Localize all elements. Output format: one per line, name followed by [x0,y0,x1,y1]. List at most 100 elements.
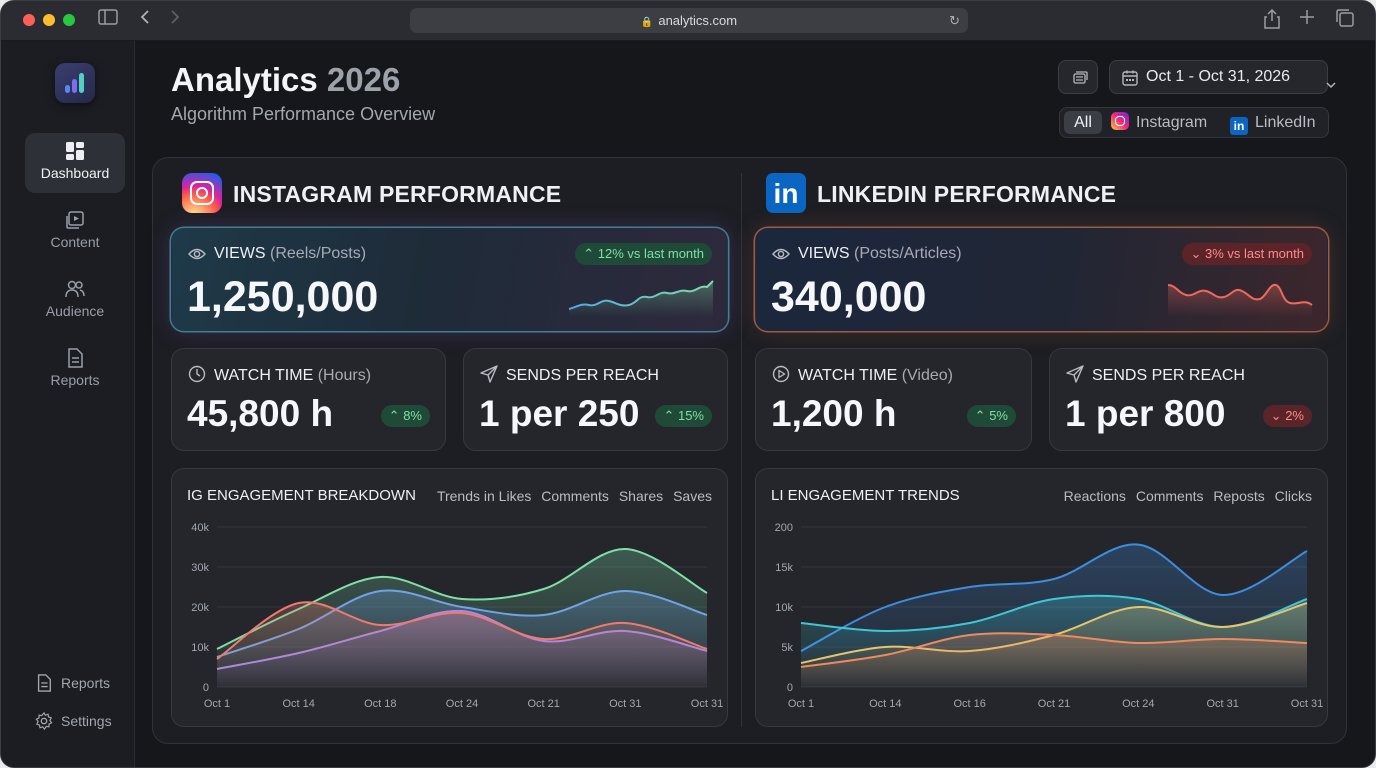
y-tick-label: 10k [191,642,209,654]
sidebar-item-dashboard[interactable]: Dashboard [25,133,125,193]
linkedin-engagement-chart: 0 5k 10k 15k 200 Oct 1 Oct 14 Oct 16 Oct 21 Oct 2… [775,522,1324,710]
minimize-window-button[interactable] [43,14,55,26]
y-tick-label: 200 [775,522,793,534]
badge-text: 3% vs last month [1205,246,1304,261]
sidebar-item-label: Dashboard [40,165,110,181]
instagram-logo-icon [182,173,222,213]
filter-instagram[interactable]: Instagram [1111,111,1207,134]
linkedin-watch-time-value: 1,200 h [771,393,897,434]
x-tick-label: Oct 31 [609,698,641,710]
instagram-sends-value: 1 per 250 [479,393,640,434]
linkedin-sends-card[interactable]: SENDS PER REACH 1 per 800 ⌄ 2% [1049,348,1328,451]
card-label: WATCH TIME (Video) [772,365,953,385]
legend-item[interactable]: Reposts [1213,488,1265,504]
instagram-sends-card[interactable]: SENDS PER REACH 1 per 250 ⌃ 15% [463,348,728,451]
card-label-sub: (Reels/Posts) [270,245,367,262]
layers-icon [1073,71,1088,84]
maximize-window-button[interactable] [63,14,75,26]
forward-icon[interactable] [169,9,181,32]
share-icon[interactable] [1264,8,1280,36]
filter-all[interactable]: All [1064,111,1102,134]
card-label-text: WATCH TIME [798,367,898,384]
y-tick-label: 40k [191,522,209,534]
arrow-up-icon: ⌃ [388,408,400,423]
url-text: analytics.com [658,13,738,28]
legend-item[interactable]: Comments [541,488,609,504]
sidebar: Dashboard Content Audience Re [1,41,135,767]
address-bar[interactable]: 🔒 analytics.com ↻ [410,8,968,33]
legend-item[interactable]: Trends in Likes [436,488,532,504]
card-label-sub: (Posts/Articles) [854,245,962,262]
legend-item[interactable]: Reactions [1063,488,1126,504]
filter-label: Instagram [1136,114,1208,131]
card-label-text: SENDS PER REACH [506,367,659,384]
card-label: SENDS PER REACH [1066,365,1245,385]
page-subtitle: Algorithm Performance Overview [171,104,436,124]
y-tick-label: 0 [203,682,209,694]
instagram-views-sparkline [568,280,714,317]
instagram-engagement-chart: 0 10k 20k 30k 40k Oct 1 Oct 14 Oct 18 Oct 24 Oct … [191,522,723,710]
filter-linkedin[interactable]: in LinkedIn [1230,111,1316,135]
x-tick-label: Oct 18 [364,698,396,710]
clock-icon [188,365,206,383]
x-tick-label: Oct 21 [1038,698,1070,710]
badge-text: 12% vs last month [597,246,704,261]
sidebar-item-reports[interactable]: Reports [25,340,125,400]
calendar-icon [1122,70,1138,86]
linkedin-section-title: LINKEDIN PERFORMANCE [817,181,1117,207]
sidebar-item-label: Audience [45,303,105,319]
new-tab-icon[interactable] [1299,9,1315,32]
linkedin-engagement-card: LI ENGAGEMENT TRENDS Reactions Comments … [755,468,1328,727]
page-title: Analytics 2026 [171,61,400,99]
arrow-up-icon: ⌃ [663,408,675,423]
linkedin-views-sparkline [1167,283,1313,317]
arrow-down-icon: ⌄ [1270,408,1282,423]
sidebar-bottom-settings[interactable]: Settings [35,711,112,731]
x-tick-label: Oct 14 [282,698,314,710]
close-window-button[interactable] [23,14,35,26]
layout-toggle-button[interactable] [1058,60,1098,94]
instagram-watch-time-card[interactable]: WATCH TIME (Hours) 45,800 h ⌃ 8% [171,348,446,451]
linkedin-sends-value: 1 per 800 [1065,393,1226,434]
x-tick-label: Oct 24 [1122,698,1154,710]
chart-title: LI ENGAGEMENT TRENDS [771,487,960,504]
card-label-text: VIEWS [798,245,850,262]
card-label-text: SENDS PER REACH [1092,367,1245,384]
legend-item[interactable]: Saves [673,488,712,504]
linkedin-views-card[interactable]: VIEWS (Posts/Articles) 340,000 ⌄ 3% vs l… [755,228,1328,331]
badge-text: 8% [403,408,422,423]
legend-item[interactable]: Shares [618,488,664,504]
sidebar-toggle-icon[interactable] [98,9,118,32]
date-range-picker[interactable]: Oct 1 - Oct 31, 2026 [1109,60,1336,94]
eye-icon [772,248,790,260]
badge-text: 5% [989,408,1008,423]
instagram-watch-time-value: 45,800 h [187,393,334,434]
reload-icon[interactable]: ↻ [949,13,960,28]
linkedin-watch-time-card[interactable]: WATCH TIME (Video) 1,200 h ⌃ 5% [755,348,1032,451]
gear-icon [35,711,53,731]
play-icon [772,365,790,383]
app-logo[interactable] [55,63,95,103]
badge-text: 15% [677,408,704,423]
instagram-views-card[interactable]: VIEWS (Reels/Posts) 1,250,000 ⌃ 12% vs l… [171,228,728,331]
tab-overview-icon[interactable] [1336,9,1354,34]
back-icon[interactable] [139,9,151,32]
card-label-text: VIEWS [214,245,266,262]
section-divider [741,173,742,727]
linkedin-views-value: 340,000 [771,273,927,321]
arrow-down-icon: ⌄ [1190,246,1202,261]
platform-filter: All Instagram in LinkedIn [1059,107,1329,138]
card-label-sub: (Video) [901,367,953,384]
content-icon [66,211,84,229]
sidebar-item-audience[interactable]: Audience [25,271,125,331]
sidebar-item-content[interactable]: Content [25,202,125,262]
arrow-up-icon: ⌃ [974,408,986,423]
legend-item[interactable]: Clicks [1274,488,1312,504]
status-badge: ⌃ 12% vs last month [575,243,712,265]
y-tick-label: 15k [775,562,793,574]
reports-icon [68,348,83,368]
x-tick-label: Oct 31 [691,698,723,710]
legend-item[interactable]: Comments [1135,488,1204,504]
sidebar-bottom-reports[interactable]: Reports [35,673,110,693]
